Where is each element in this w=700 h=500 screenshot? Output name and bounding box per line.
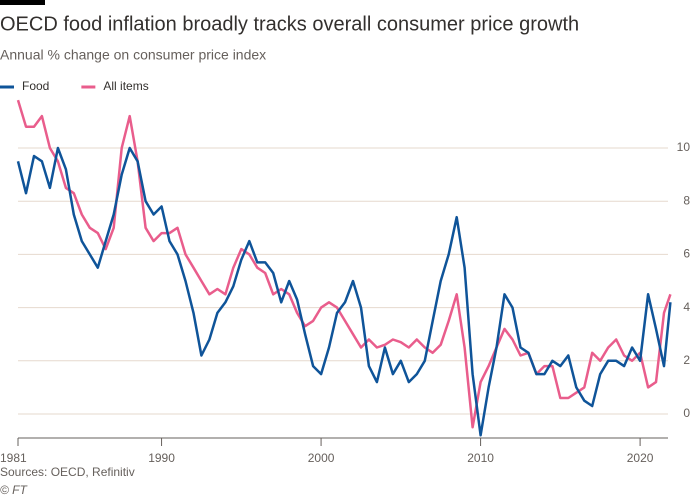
line-series (16, 99, 672, 429)
y-tick-label: 10 (677, 140, 691, 154)
legend-label: Food (22, 79, 49, 93)
y-tick-label: 8 (683, 193, 690, 207)
y-tick-label: 4 (683, 300, 690, 314)
credit: © FT (0, 483, 29, 497)
x-tick-label: 2020 (627, 451, 654, 465)
x-tick-label: 1981 (0, 451, 27, 465)
y-tick-label: 2 (683, 353, 690, 367)
x-tick-label: 2010 (467, 451, 494, 465)
legend-label: All items (103, 79, 148, 93)
brand-bar (0, 0, 45, 5)
y-tick-label: 6 (683, 247, 690, 261)
x-tick-label: 1990 (148, 451, 175, 465)
x-tick-label: 2000 (308, 451, 335, 465)
source: Sources: OECD, Refinitiv (0, 465, 135, 479)
y-tick-label: 0 (683, 406, 690, 420)
line-series (16, 146, 672, 437)
chart-title: OECD food inflation broadly tracks overa… (0, 13, 579, 35)
chart-subtitle: Annual % change on consumer price index (0, 47, 266, 63)
